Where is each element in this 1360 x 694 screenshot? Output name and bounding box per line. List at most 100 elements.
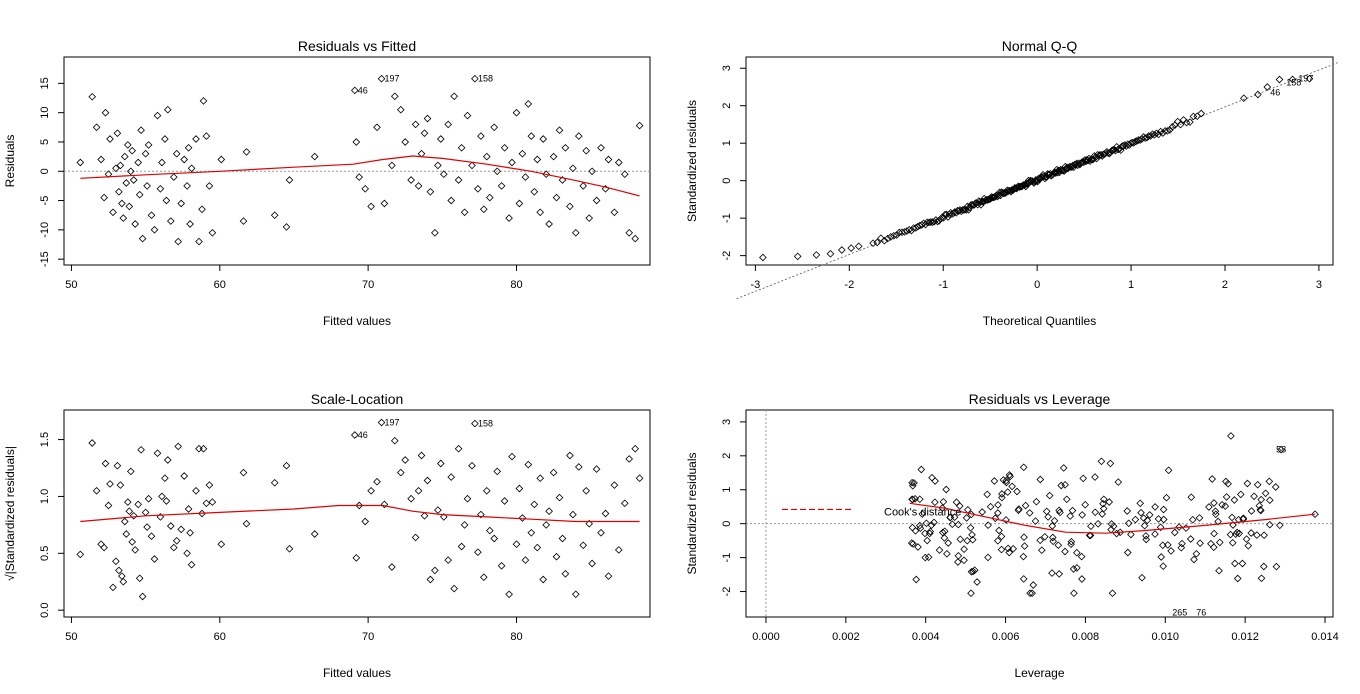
- x-tick-label: 60: [214, 631, 226, 643]
- data-point: [1026, 589, 1034, 598]
- x-tick-label: 3: [1316, 279, 1322, 291]
- data-point: [610, 481, 619, 489]
- data-point: [571, 228, 580, 237]
- data-point: [161, 474, 169, 483]
- data-point: [1275, 521, 1284, 530]
- data-point: [968, 535, 977, 544]
- data-point: [490, 534, 499, 543]
- y-tick-label: 3: [721, 65, 733, 71]
- data-point: [579, 182, 588, 190]
- data-point: [411, 120, 420, 129]
- data-point: [431, 228, 439, 237]
- data-point: [1087, 522, 1095, 531]
- data-point: [508, 452, 516, 461]
- data-point: [1231, 530, 1240, 539]
- data-point: [123, 498, 132, 506]
- data-point: [940, 527, 949, 536]
- data-point: [524, 100, 533, 108]
- data-point: [530, 187, 539, 196]
- data-point: [1089, 155, 1098, 164]
- data-point: [463, 111, 472, 120]
- data-point: [505, 590, 513, 599]
- data-point: [242, 148, 251, 156]
- data-point: [401, 138, 410, 146]
- data-point: [1305, 74, 1314, 83]
- data-point: [122, 179, 131, 187]
- data-point: [184, 143, 193, 152]
- data-point: [1134, 136, 1143, 144]
- data-point: [100, 543, 108, 552]
- data-point: [109, 208, 117, 217]
- chart-title: Normal Q-Q: [1002, 38, 1078, 54]
- data-point: [123, 141, 132, 149]
- data-point: [426, 187, 435, 196]
- data-point: [310, 530, 319, 538]
- data-point: [1025, 509, 1034, 517]
- data-point: [420, 511, 429, 520]
- data-point: [116, 161, 125, 170]
- data-point: [195, 444, 203, 453]
- data-point: [485, 193, 494, 202]
- data-point: [1256, 505, 1265, 514]
- data-point: [545, 220, 553, 228]
- data-point: [515, 484, 524, 493]
- data-point: [120, 152, 129, 161]
- data-point: [1234, 515, 1243, 524]
- data-point: [892, 231, 901, 239]
- x-tick-label: -2: [844, 279, 854, 291]
- y-tick-label: 0: [721, 521, 733, 527]
- data-point: [436, 135, 445, 143]
- data-point: [447, 196, 456, 205]
- data-point: [1238, 559, 1247, 568]
- data-point: [1210, 499, 1218, 507]
- data-point: [604, 572, 613, 580]
- data-point: [542, 170, 551, 179]
- data-point: [536, 474, 545, 483]
- data-point: [131, 546, 140, 554]
- data-point: [1140, 521, 1149, 530]
- data-point: [1138, 573, 1146, 582]
- data-point: [1015, 505, 1023, 513]
- y-tick-label: 0.0: [39, 603, 51, 618]
- data-point: [1228, 538, 1237, 547]
- data-point: [162, 497, 171, 505]
- data-point: [997, 545, 1006, 554]
- data-point: [566, 202, 574, 211]
- data-point: [1107, 525, 1115, 534]
- data-point: [1239, 94, 1248, 103]
- data-point: [388, 161, 396, 170]
- data-point: [1143, 516, 1152, 525]
- data-point: [555, 126, 564, 135]
- data-point: [377, 74, 386, 83]
- data-point: [1123, 507, 1132, 515]
- data-point: [552, 552, 561, 561]
- x-axis-label: Leverage: [1014, 666, 1064, 680]
- data-point: [993, 536, 1002, 545]
- data-point: [1107, 520, 1116, 528]
- data-point: [352, 138, 361, 146]
- data-point: [931, 477, 939, 485]
- data-point: [938, 213, 946, 222]
- data-point: [1272, 562, 1281, 571]
- data-point: [914, 543, 922, 551]
- data-point: [118, 572, 126, 580]
- data-point: [198, 509, 206, 518]
- data-point: [1116, 528, 1125, 537]
- data-point: [910, 479, 918, 487]
- data-point: [915, 521, 924, 530]
- data-point: [1190, 555, 1198, 564]
- data-point: [147, 211, 156, 220]
- data-point: [812, 251, 821, 259]
- data-point: [1137, 508, 1145, 517]
- data-point: [162, 196, 171, 205]
- data-point: [1221, 502, 1230, 510]
- data-point: [1048, 533, 1057, 542]
- data-point: [202, 499, 211, 508]
- data-point: [104, 170, 113, 179]
- data-point: [444, 556, 453, 564]
- data-point: [967, 589, 975, 598]
- data-point: [909, 540, 917, 548]
- data-point: [417, 451, 426, 460]
- data-point: [101, 459, 110, 468]
